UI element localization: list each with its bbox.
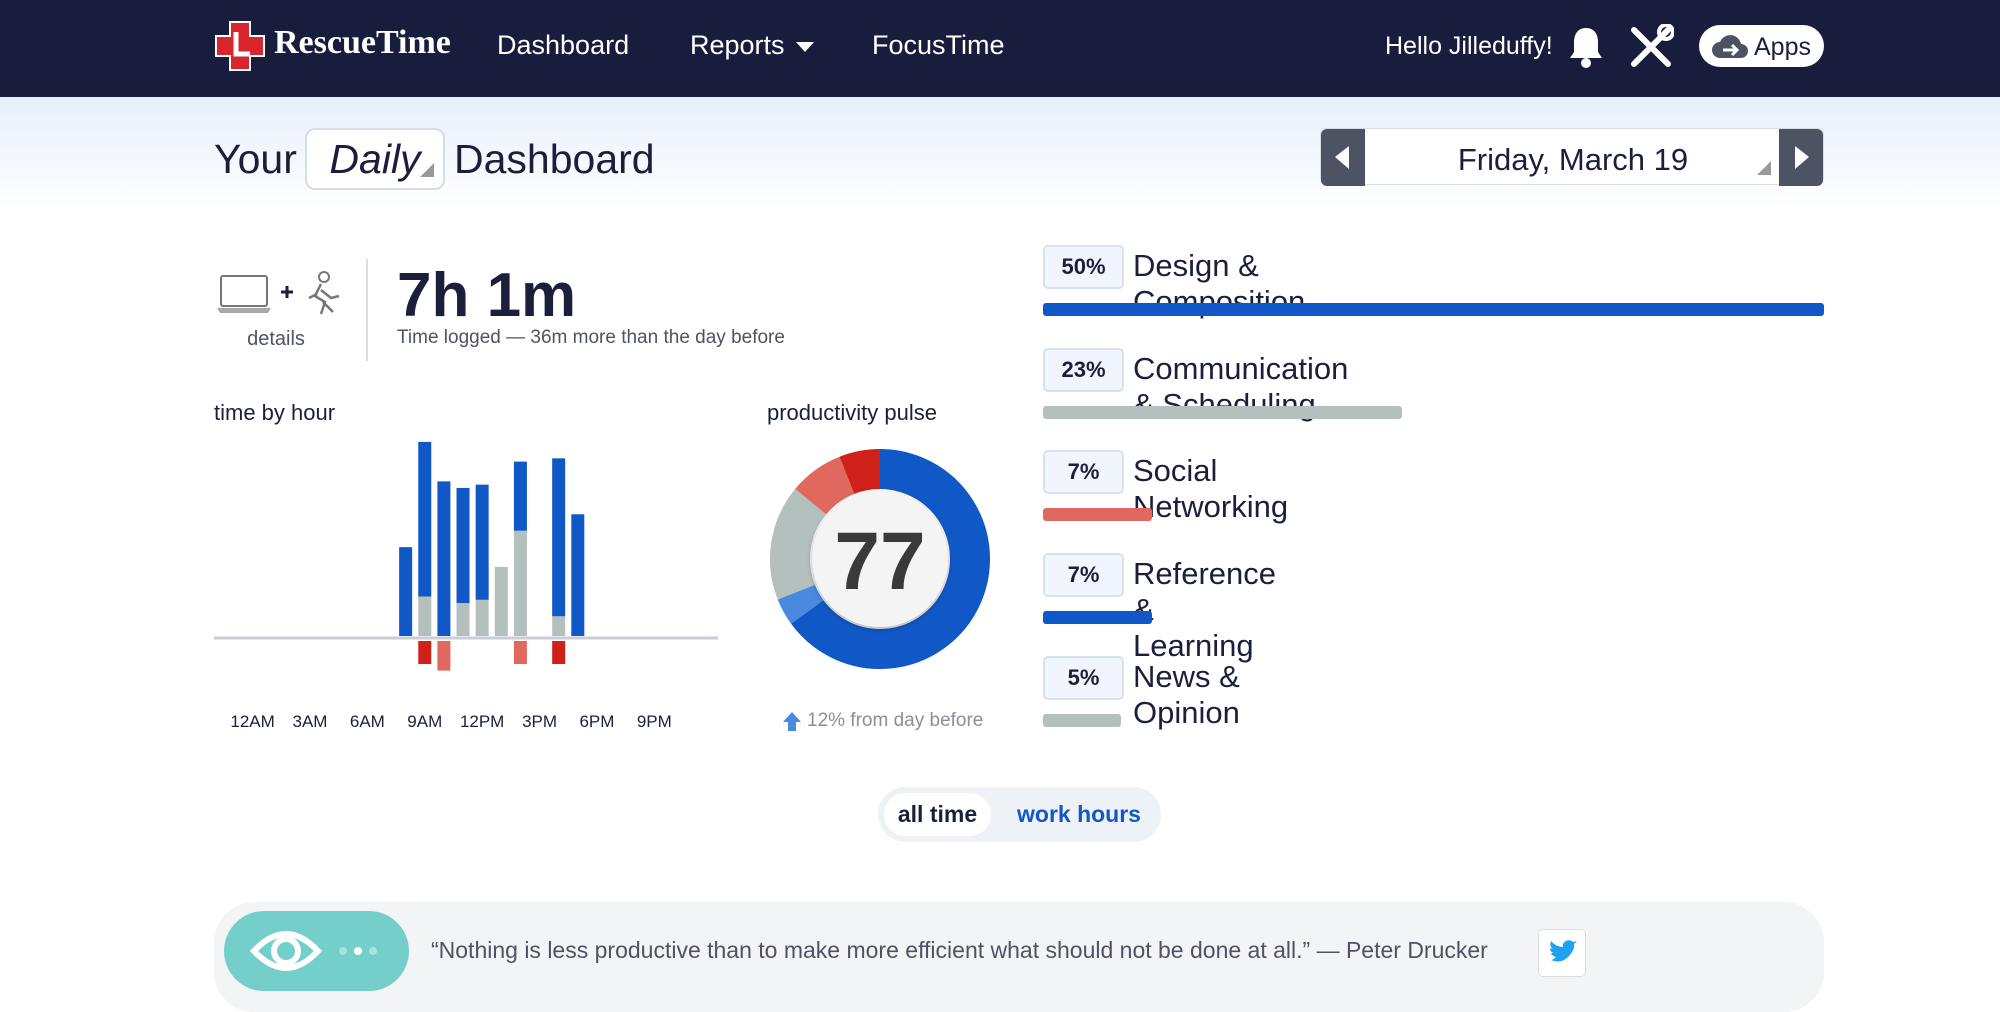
apps-button[interactable]: Apps [1699, 25, 1824, 67]
pulse-change: 12% from day before [807, 710, 984, 731]
x-tick-label: 3AM [293, 712, 328, 731]
total-time: 7h 1m [397, 261, 577, 330]
category-percent: 5% [1043, 655, 1124, 700]
hour-bar [456, 603, 470, 636]
category-name[interactable]: Social Networking [1133, 453, 1289, 525]
category-bar [1043, 508, 1153, 522]
hour-bar [552, 458, 566, 617]
category-bar [1043, 611, 1153, 625]
hour-bar [552, 641, 566, 665]
details-label[interactable]: details [247, 328, 305, 350]
nav-link[interactable]: FocusTime [872, 30, 1005, 60]
tools-icon[interactable] [1628, 24, 1674, 70]
twitter-icon [1550, 940, 1577, 962]
hour-bar [399, 547, 413, 636]
total-note: Time logged — 36m more than the day befo… [397, 327, 785, 348]
hour-bar [513, 641, 527, 665]
apps-label: Apps [1754, 33, 1811, 61]
eye-icon [249, 931, 377, 971]
hour-bar [437, 481, 451, 636]
select-corner [420, 163, 434, 177]
cloud-icon [1712, 35, 1748, 58]
greeting: Hello Jilleduffy! [1385, 32, 1553, 60]
tweet-button[interactable] [1538, 929, 1586, 977]
pulse-segment [795, 456, 855, 515]
pulse-segment [839, 449, 881, 495]
pulse-center [812, 491, 948, 627]
hour-bar [475, 484, 489, 600]
x-tick-label: 9AM [407, 712, 442, 731]
arrow-left [1335, 146, 1349, 169]
hour-bar [418, 596, 432, 636]
hour-bar [475, 599, 489, 636]
x-tick-label: 3PM [522, 712, 557, 731]
details-icon[interactable] [217, 270, 342, 318]
chart-title: productivity pulse [767, 400, 937, 425]
prev-day[interactable] [1321, 129, 1365, 186]
time-toggle: all time work hours [878, 787, 1161, 842]
hour-bar [494, 566, 508, 636]
category-percent: 50% [1043, 245, 1124, 289]
category-name[interactable]: Reference & Learning [1133, 556, 1277, 664]
up-arrow [783, 712, 801, 731]
toggle-option[interactable]: work hours [1017, 801, 1141, 827]
focus-button[interactable] [224, 911, 409, 991]
x-tick-label: 9PM [637, 712, 672, 731]
logo-icon [215, 21, 265, 71]
toggle-option[interactable]: all time [884, 793, 991, 836]
pulse-chart: 77 [770, 449, 990, 669]
hour-bar [552, 616, 566, 636]
date-picker: Friday, March 19 [1320, 128, 1824, 186]
logo-text[interactable]: RescueTime [274, 24, 451, 61]
category-bar [1043, 405, 1403, 419]
bell-icon[interactable] [1567, 25, 1605, 69]
quote-text: “Nothing is less productive than to make… [431, 937, 1488, 963]
hour-bar [418, 441, 432, 597]
dropdown-caret [796, 42, 814, 52]
x-tick-label: 12AM [230, 712, 274, 731]
title-suffix: Dashboard [454, 136, 655, 182]
time-by-hour-chart: 12AM 3AM 6AM 9AM 12PM 3PM 6PM 9PM [214, 441, 718, 731]
nav-link[interactable]: Dashboard [497, 30, 630, 60]
period-select[interactable]: Daily [305, 128, 445, 190]
hour-bar [418, 641, 432, 665]
pulse-segment [777, 584, 824, 624]
nav-bar: RescueTime Dashboard Reports FocusTime H… [0, 0, 2000, 97]
date-label[interactable]: Friday, March 19 [1457, 142, 1689, 177]
next-day[interactable] [1779, 129, 1823, 186]
nav-link[interactable]: Reports [690, 30, 785, 60]
title-prefix: Your [214, 136, 297, 182]
category-percent: 23% [1043, 347, 1124, 392]
x-tick-label: 6PM [579, 712, 614, 731]
pulse-segment [791, 449, 990, 669]
arrow-right [1795, 146, 1809, 169]
category-bar [1043, 713, 1122, 727]
x-tick-label: 6AM [350, 712, 385, 731]
hour-bar [513, 530, 527, 636]
category-percent: 7% [1043, 450, 1124, 495]
hour-bar [571, 514, 585, 636]
select-corner [1757, 161, 1771, 175]
category-name[interactable]: News & Opinion [1133, 658, 1240, 730]
hour-bar [437, 641, 451, 671]
category-percent: 7% [1043, 553, 1124, 598]
x-tick-label: 12PM [460, 712, 504, 731]
hour-bar [456, 487, 470, 604]
category-bar [1043, 303, 1824, 316]
chart-title: time by hour [214, 400, 336, 425]
pulse-segment [770, 488, 827, 600]
pulse-score: 77 [834, 516, 925, 607]
hour-bar [513, 461, 527, 531]
divider [366, 259, 368, 361]
